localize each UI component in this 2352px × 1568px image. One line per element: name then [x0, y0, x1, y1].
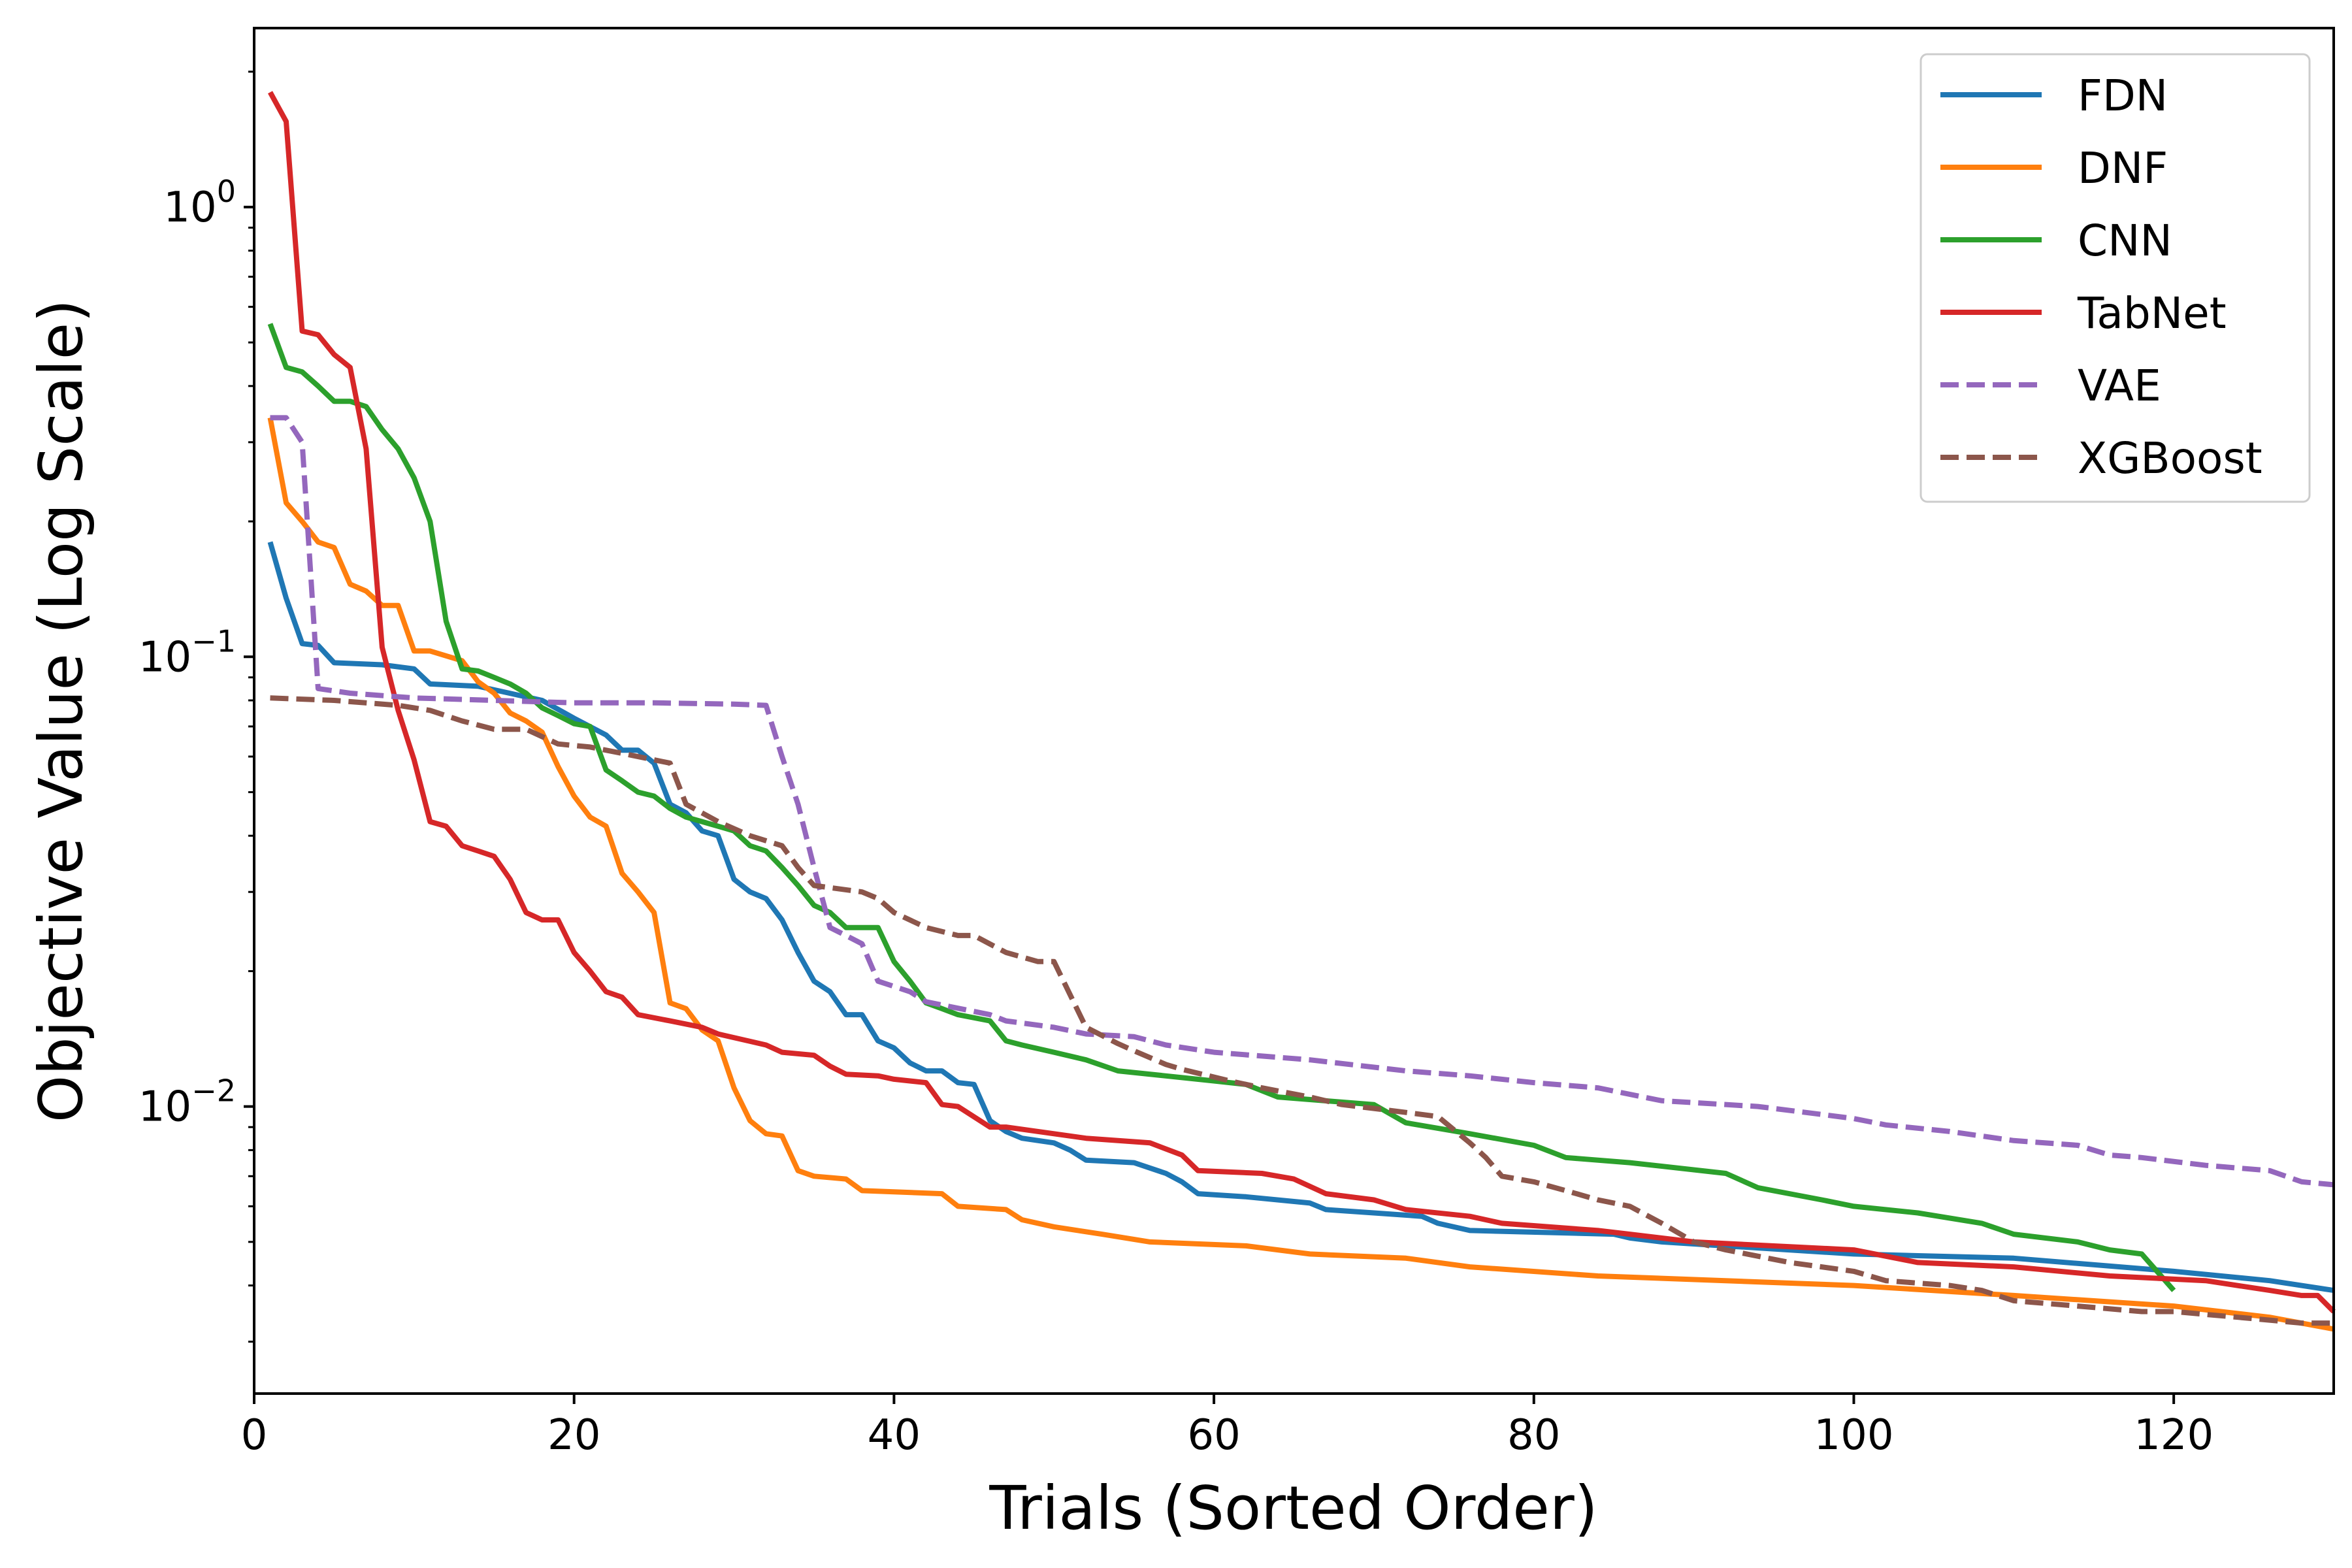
x-tick-label: 60 [1187, 1411, 1240, 1460]
x-tick-label: 80 [1507, 1411, 1560, 1460]
x-axis-label: Trials (Sorted Order) [988, 1473, 1597, 1543]
y-tick-label: 10−2 [139, 1073, 236, 1132]
y-axis: 100 10−1 10−2 [139, 71, 254, 1343]
legend-label-fdn: FDN [2078, 71, 2168, 121]
series-line-tabnet [267, 91, 2336, 1314]
y-axis-label: Objective Value (Log Scale) [26, 299, 96, 1122]
x-tick-label: 100 [1814, 1411, 1893, 1460]
legend-label-dnf: DNF [2078, 143, 2168, 193]
legend-label-cnn: CNN [2078, 216, 2172, 266]
x-tick-label: 0 [241, 1411, 268, 1460]
axes-frame [253, 27, 2335, 1395]
legend-label-tabnet: TabNet [2077, 288, 2227, 338]
x-tick-label: 20 [547, 1411, 600, 1460]
series-line-cnn [267, 323, 2176, 1292]
x-tick-label: 120 [2134, 1411, 2213, 1460]
y-tick-label: 10−1 [139, 623, 236, 681]
plot-area [267, 91, 2336, 1332]
legend-label-xgboost: XGBoost [2078, 433, 2262, 483]
legend-label-vae: VAE [2078, 361, 2161, 411]
series-line-xgboost [270, 695, 2334, 1326]
series-line-fdn [267, 541, 2334, 1294]
x-tick-label: 40 [868, 1411, 921, 1460]
legend: FDN DNF CNN TabNet VAE XGBoost [1919, 53, 2311, 503]
y-tick-label: 100 [163, 174, 236, 232]
series-line-vae [270, 415, 2334, 1188]
x-axis: 0 20 40 60 80 100 120 [241, 1394, 2213, 1460]
